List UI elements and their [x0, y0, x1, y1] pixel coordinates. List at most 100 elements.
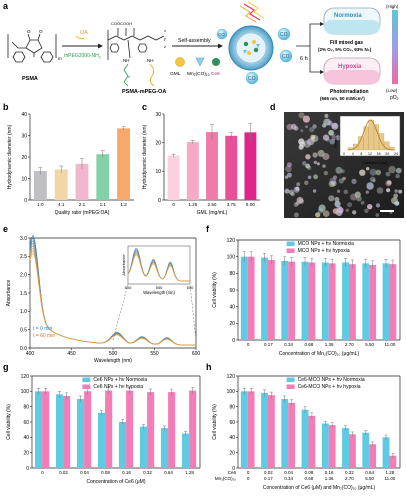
tem-particle — [365, 190, 369, 194]
bar — [288, 402, 296, 468]
tem-particle — [305, 163, 310, 169]
tem-particle — [337, 189, 341, 193]
bar — [267, 260, 275, 340]
x-tick-label: 1.28 — [185, 470, 194, 475]
x-tick-label: 11.00 — [384, 342, 395, 347]
tem-particle — [322, 123, 327, 128]
panel-letter-f: f — [206, 224, 210, 234]
panel-a: a O O m PSMA OA mPEG2000-NH2 — [3, 1, 399, 101]
bar — [160, 428, 169, 468]
tem-particle — [350, 193, 358, 201]
tem-particle — [338, 178, 344, 184]
inset-d-tick-label: 8 — [360, 152, 362, 156]
tem-particle — [372, 178, 376, 183]
y-tick-label: 100 — [227, 389, 236, 395]
tem-particle — [332, 208, 339, 214]
tem-particle — [328, 195, 335, 202]
product-label: PSMA-mPEG-OA — [122, 89, 166, 95]
co-label-2: CO — [282, 54, 290, 60]
tem-particle — [290, 123, 297, 130]
reagent-peg: mPEG2000-NH2 — [64, 53, 101, 60]
x-tick-label: 4:1 — [58, 202, 65, 207]
bar — [382, 263, 390, 340]
tem-particle — [313, 174, 318, 180]
x-tick-label: 2.70 — [345, 342, 354, 347]
reagent-oa: OA — [80, 30, 88, 36]
x-tick-label: 1.25 — [188, 202, 197, 207]
annotation-t0: t = 0 min — [33, 326, 53, 332]
legend-swatch — [286, 248, 295, 253]
bar — [362, 432, 370, 468]
histogram-bar — [379, 133, 385, 151]
tem-particle — [313, 160, 318, 165]
bar — [247, 391, 255, 468]
tem-particle — [331, 122, 338, 129]
y-tick-label: 120 — [227, 374, 236, 380]
x-tick-label-2: 0.68 — [304, 476, 313, 481]
product-nh-label: NH — [123, 58, 130, 63]
tem-particle — [328, 180, 335, 188]
tem-particle — [315, 212, 321, 218]
x-tick-label: 0.16 — [325, 470, 334, 475]
y-tick-label: 10 — [155, 169, 161, 175]
tem-particle — [360, 200, 365, 205]
tem-particle — [331, 122, 339, 130]
bar — [118, 422, 127, 468]
tem-particle — [364, 208, 369, 213]
x-tick-label: 5.00 — [246, 202, 255, 207]
inset-y-label: Absorbance — [121, 254, 126, 276]
po2-gradient-bar — [392, 10, 398, 84]
po2-high-label: (High) — [386, 4, 399, 9]
bar — [117, 128, 131, 200]
tem-particle — [328, 129, 334, 136]
psma-o-label-2: O — [39, 29, 43, 34]
tem-particle — [395, 167, 402, 174]
chart-f: 0 20 40 60 80 100 120 Cell viability (%) Concent… — [212, 238, 401, 357]
tem-particle — [285, 165, 292, 173]
x-tick-label: 0.16 — [122, 470, 131, 475]
ce6-icon — [212, 58, 220, 66]
tem-particle — [385, 180, 392, 187]
legend-swatch — [286, 384, 295, 389]
tem-particle — [293, 186, 300, 193]
x-tick-label: 2.50 — [208, 202, 217, 207]
tem-particle — [335, 166, 343, 174]
bar — [281, 260, 289, 340]
y-tick-label: 3.0 — [20, 236, 27, 242]
inset-d-xlabel: Diameter (nm) — [362, 160, 388, 165]
product-x-label: x — [163, 28, 167, 33]
chart-g: 0 20 40 60 80 100 120 Cell viability (%) Concent… — [6, 374, 201, 485]
y-tick-label: 80 — [229, 404, 235, 410]
x-tick-label: 0.04 — [80, 470, 89, 475]
po2-low-label: (Low) — [386, 88, 398, 93]
zoom-guide — [189, 283, 197, 341]
bar — [281, 399, 289, 468]
tem-particle — [366, 167, 370, 171]
legend-label: MCO NPs + hν hypoxia — [298, 248, 350, 254]
tem-particle — [342, 176, 346, 181]
bar — [308, 262, 316, 340]
x-tick-label: 0.08 — [304, 470, 313, 475]
legend-swatch — [82, 384, 91, 389]
tem-particle — [375, 203, 381, 208]
x-tick-label: 0 — [41, 470, 44, 475]
tem-particle — [370, 176, 376, 182]
histogram-bar — [353, 143, 359, 151]
split-arrow-down — [309, 46, 320, 73]
tem-particle — [335, 135, 341, 141]
bar — [84, 391, 92, 468]
panel-e: e 0.0 0.5 1.0 1.5 2.0 2.5 3.0 Absorbance Wavelen… — [3, 224, 200, 364]
legend-label: Ce6-MCO NPs + hν Normoxia — [298, 377, 365, 383]
legend-label: MCO NPs + hν Normoxia — [298, 241, 354, 247]
bar — [267, 395, 275, 468]
tem-particle — [298, 198, 305, 204]
co-bubbles: CO CO CO CO — [216, 27, 293, 85]
bar — [105, 390, 113, 468]
tem-particle — [307, 138, 315, 146]
y-tick-label: 80 — [229, 271, 235, 277]
y-tick-label: 100 — [227, 254, 236, 260]
photoirradiation-line-1: Photoirradiation — [330, 89, 369, 95]
spectrum-line — [29, 252, 196, 346]
bar — [167, 155, 180, 200]
x-tick-label: 1.28 — [385, 470, 394, 475]
